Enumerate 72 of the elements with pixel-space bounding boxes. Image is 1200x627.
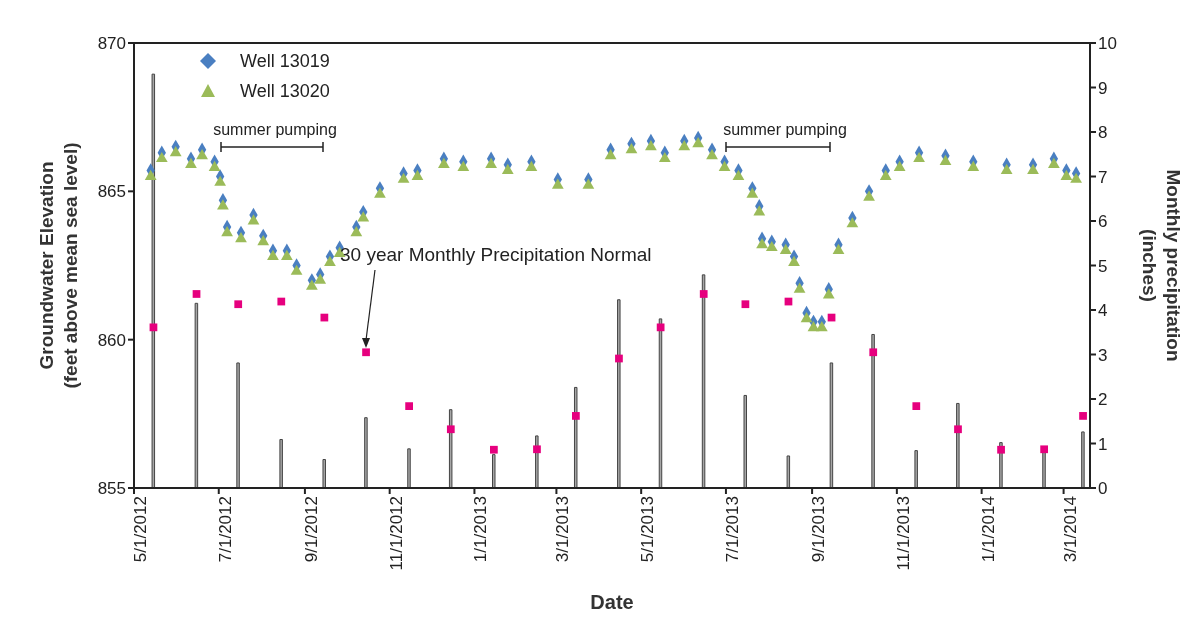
bar bbox=[573, 386, 578, 488]
point bbox=[699, 290, 708, 298]
bar bbox=[448, 409, 453, 488]
annotation: summer pumping bbox=[723, 121, 847, 138]
point bbox=[533, 445, 541, 454]
y2-axis-title: Monthly precipitation (inches) bbox=[1139, 169, 1184, 362]
y2-tick-label: 5 bbox=[1098, 256, 1108, 276]
bar bbox=[322, 459, 326, 488]
point bbox=[192, 290, 201, 298]
y2-tick-label: 1 bbox=[1098, 434, 1108, 454]
point bbox=[234, 300, 243, 309]
y-tick-label: 870 bbox=[97, 34, 126, 54]
bar bbox=[1042, 450, 1046, 488]
x-tick-label: 7/1/2012 bbox=[215, 496, 235, 563]
annotation: summer pumping bbox=[213, 121, 337, 138]
x-tick-label: 3/1/2014 bbox=[1060, 496, 1080, 563]
bar bbox=[914, 450, 918, 488]
annotation: 30 year Monthly Precipitation Normal bbox=[340, 244, 652, 265]
point bbox=[446, 425, 455, 434]
x-tick-label: 9/1/2013 bbox=[809, 496, 829, 563]
x-tick-label: 3/1/2013 bbox=[553, 496, 573, 563]
legend-label: Well 13020 bbox=[240, 80, 330, 102]
point bbox=[997, 445, 1005, 454]
bar bbox=[786, 455, 791, 488]
y2-tick-label: 2 bbox=[1098, 390, 1108, 410]
point bbox=[362, 348, 370, 357]
x-tick-label: 11/1/2012 bbox=[386, 496, 406, 571]
y2-tick-label: 6 bbox=[1098, 212, 1108, 232]
y-tick-label: 860 bbox=[97, 330, 126, 350]
bar bbox=[492, 454, 496, 488]
y2-tick-label: 4 bbox=[1098, 301, 1108, 321]
y2-tick-label: 8 bbox=[1098, 123, 1108, 143]
point bbox=[869, 348, 878, 357]
y2-tick-label: 7 bbox=[1098, 167, 1108, 187]
y2-tick-label: 3 bbox=[1098, 345, 1108, 365]
point bbox=[490, 445, 498, 454]
x-axis-title: Date bbox=[590, 591, 634, 613]
y-tick-label: 865 bbox=[97, 182, 126, 202]
point bbox=[149, 323, 158, 332]
legend-label: Well 13019 bbox=[240, 50, 330, 72]
bar bbox=[617, 299, 621, 488]
x-tick-label: 11/1/2013 bbox=[893, 496, 913, 571]
y2-tick-label: 10 bbox=[1098, 34, 1117, 54]
point bbox=[1040, 445, 1049, 454]
x-tick-label: 1/1/2014 bbox=[978, 496, 998, 563]
x-tick-label: 7/1/2013 bbox=[723, 496, 743, 563]
point bbox=[954, 425, 962, 434]
point bbox=[572, 412, 580, 420]
point bbox=[912, 402, 921, 410]
y2-tick-label: 0 bbox=[1098, 479, 1108, 499]
point bbox=[405, 402, 413, 410]
x-tick-label: 1/1/2013 bbox=[471, 496, 491, 563]
bar bbox=[407, 448, 411, 488]
point bbox=[277, 297, 286, 306]
point bbox=[320, 313, 329, 322]
bar bbox=[194, 302, 199, 488]
bar bbox=[364, 417, 368, 488]
bar bbox=[743, 394, 748, 488]
y-tick-label: 855 bbox=[97, 479, 126, 499]
bar bbox=[1081, 431, 1085, 488]
bar bbox=[279, 439, 283, 488]
x-tick-label: 5/1/2012 bbox=[131, 496, 151, 563]
y-axis-title: Groundwater Elevation (feet above mean sea level) bbox=[36, 142, 81, 389]
point bbox=[656, 323, 665, 332]
point bbox=[615, 354, 623, 363]
point bbox=[741, 300, 750, 309]
point bbox=[1079, 412, 1087, 420]
x-tick-label: 9/1/2012 bbox=[301, 496, 321, 563]
bar bbox=[871, 333, 875, 488]
x-tick-label: 5/1/2013 bbox=[638, 496, 658, 563]
y2-tick-label: 9 bbox=[1098, 78, 1108, 98]
bar bbox=[236, 362, 240, 488]
